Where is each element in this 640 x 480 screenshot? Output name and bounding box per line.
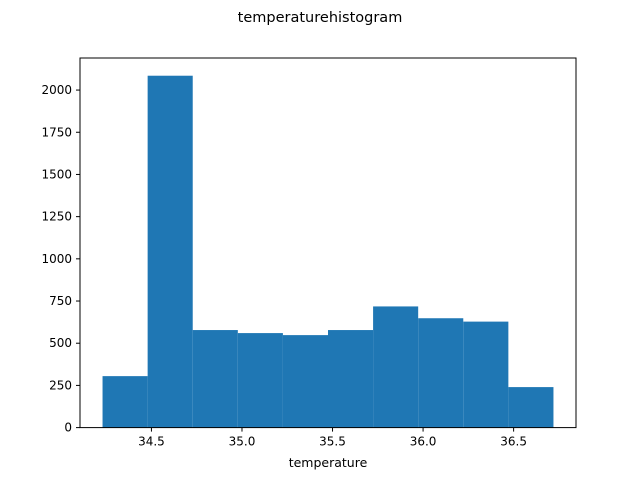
y-tick-label: 1500	[41, 167, 72, 181]
y-tick-label: 1250	[41, 210, 72, 224]
histogram-bar	[282, 335, 328, 428]
x-axis-label: temperature	[289, 455, 368, 470]
y-tick-label: 1000	[41, 252, 72, 266]
histogram-bar	[192, 330, 238, 428]
y-tick-label: 2000	[41, 83, 72, 97]
histogram-bar	[463, 321, 509, 428]
histogram-bar	[102, 376, 148, 428]
y-tick-label: 750	[49, 294, 72, 308]
histogram-bar	[418, 318, 464, 428]
chart-title: temperaturehistogram	[238, 10, 403, 26]
x-tick-label: 36.0	[410, 435, 437, 449]
y-tick-label: 1750	[41, 125, 72, 139]
y-tick-label: 0	[64, 421, 72, 435]
y-axis-ticks: 0 250 500 750 1000 1250 1500 1750 2000	[41, 83, 80, 435]
x-tick-label: 34.5	[138, 435, 165, 449]
histogram-bar	[147, 75, 193, 428]
plot-frame	[79, 57, 577, 429]
x-tick-label: 35.5	[319, 435, 346, 449]
y-tick-label: 500	[49, 336, 72, 350]
histogram-bar	[237, 333, 283, 428]
x-tick-label: 35.0	[229, 435, 256, 449]
x-tick-label: 36.5	[500, 435, 527, 449]
histogram-bar	[328, 330, 374, 428]
x-axis-ticks: 34.5 35.0 35.5 36.0 36.5	[138, 427, 527, 449]
histogram-bars	[102, 75, 554, 428]
y-tick-label: 250	[49, 378, 72, 392]
histogram-bar	[508, 387, 554, 428]
histogram-bar	[373, 306, 419, 428]
